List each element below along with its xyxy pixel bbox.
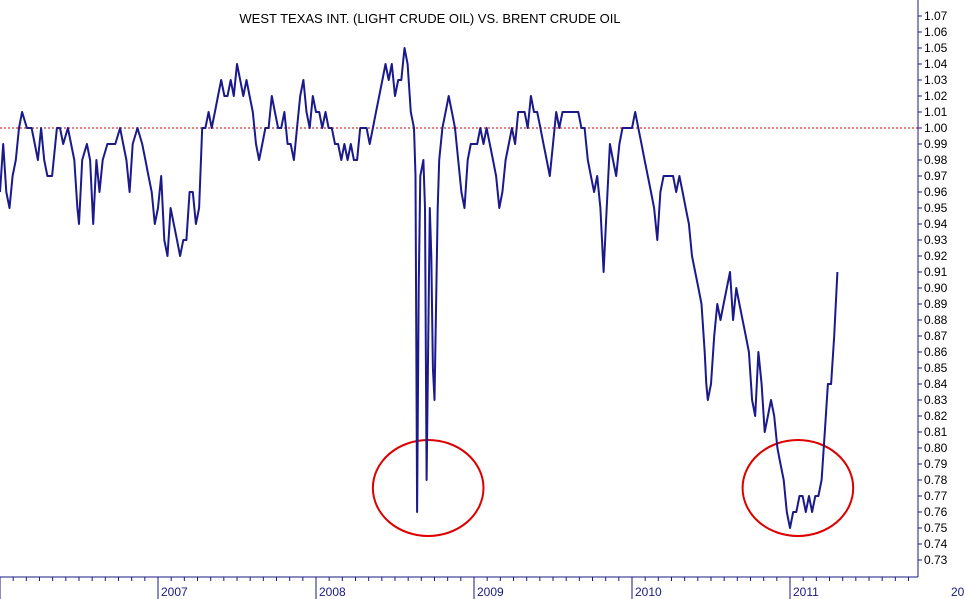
y-axis: 0.73 0.74 0.75 0.76 0.77 0.78 0.79 0.80 0.81 0.82… xyxy=(918,9,948,567)
y-tick-label: 0.95 xyxy=(924,201,948,215)
annotation-circle xyxy=(741,439,855,537)
y-tick-label: 0.81 xyxy=(924,425,948,439)
y-tick-label: 0.93 xyxy=(924,233,948,247)
y-tick-label: 0.88 xyxy=(924,313,948,327)
y-tick-label: 0.78 xyxy=(924,473,948,487)
y-tick-label: 1.03 xyxy=(924,73,948,87)
y-tick-label: 0.94 xyxy=(924,217,948,231)
y-tick-label: 0.85 xyxy=(924,361,948,375)
y-tick-label: 0.86 xyxy=(924,345,948,359)
x-tick-label: 2009 xyxy=(477,585,504,599)
y-tick-label: 0.97 xyxy=(924,169,948,183)
y-tick-label: 0.91 xyxy=(924,265,948,279)
x-tick-label: 2008 xyxy=(319,585,346,599)
annotation-circle xyxy=(371,439,485,537)
y-tick-label: 0.77 xyxy=(924,489,948,503)
y-tick-label: 0.84 xyxy=(924,377,948,391)
series-line xyxy=(0,47,839,529)
y-tick-label: 1.06 xyxy=(924,25,948,39)
y-tick-label: 0.73 xyxy=(924,553,948,567)
y-tick-label: 0.92 xyxy=(924,249,948,263)
y-tick-label: 0.83 xyxy=(924,393,948,407)
y-tick-label: 0.99 xyxy=(924,137,948,151)
y-tick-label: 0.79 xyxy=(924,457,948,471)
y-tick-label: 0.82 xyxy=(924,409,948,423)
y-tick-label: 0.80 xyxy=(924,441,948,455)
y-tick-label: 0.98 xyxy=(924,153,948,167)
y-tick-label: 0.90 xyxy=(924,281,948,295)
y-tick-label: 0.87 xyxy=(924,329,948,343)
y-tick-label: 0.74 xyxy=(924,537,948,551)
y-tick-label: 1.02 xyxy=(924,89,948,103)
x-tick-label: 20 xyxy=(951,585,964,599)
y-tick-label: 1.07 xyxy=(924,9,948,23)
y-tick-label: 0.89 xyxy=(924,297,948,311)
x-tick-label: 2007 xyxy=(161,585,188,599)
y-tick-label: 1.01 xyxy=(924,105,948,119)
y-tick-label: 0.96 xyxy=(924,185,948,199)
y-tick-label: 1.04 xyxy=(924,57,948,71)
x-tick-label: 2010 xyxy=(635,585,662,599)
x-axis: 2007 2008 2009 2010 2011 20 xyxy=(0,577,964,599)
y-tick-label: 1.05 xyxy=(924,41,948,55)
x-tick-label: 2011 xyxy=(793,585,819,599)
y-tick-label: 0.75 xyxy=(924,521,948,535)
y-tick-label: 1.00 xyxy=(924,121,948,135)
chart-title: WEST TEXAS INT. (LIGHT CRUDE OIL) VS. BR… xyxy=(239,11,620,26)
annotation-layer xyxy=(371,439,855,537)
y-tick-label: 0.76 xyxy=(924,505,948,519)
